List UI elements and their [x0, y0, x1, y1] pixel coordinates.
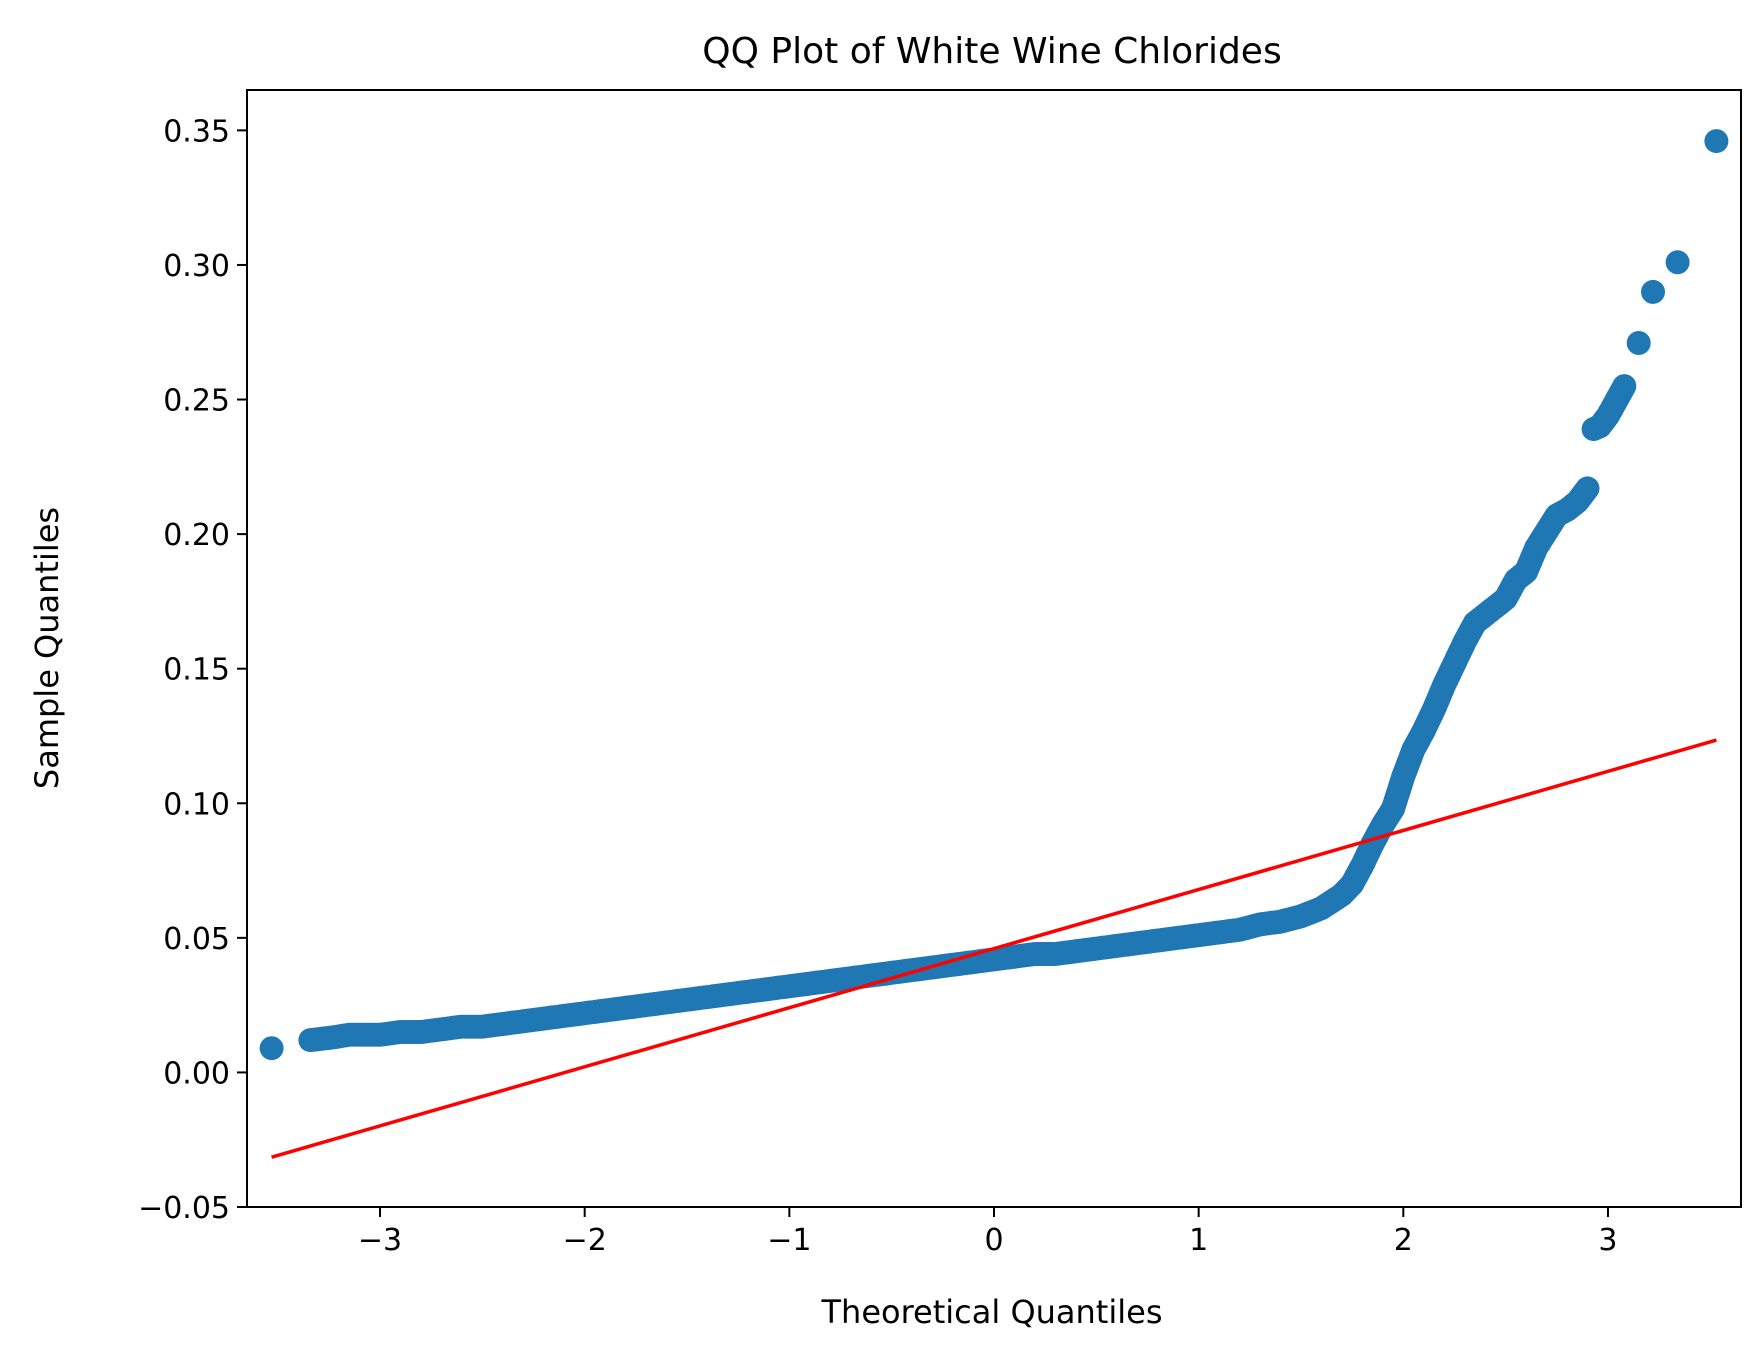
- y-tick-label: 0.20: [163, 518, 230, 553]
- axes-frame: [246, 89, 1742, 1208]
- data-point: [259, 1036, 284, 1061]
- y-tick-label: 0.15: [163, 653, 230, 688]
- x-tick-label: −3: [358, 1223, 402, 1258]
- x-tick-label: 2: [1394, 1223, 1413, 1258]
- y-tick-label: 0.35: [163, 114, 230, 149]
- x-tick-label: −1: [767, 1223, 811, 1258]
- x-tick-label: 0: [984, 1223, 1003, 1258]
- x-tick-label: 1: [1189, 1223, 1208, 1258]
- y-tick-label: −0.05: [138, 1191, 230, 1226]
- data-point: [1626, 331, 1651, 355]
- y-axis: −0.05 0.00 0.05 0.10 0.15 0.20 0.25 0.30 0.35: [138, 114, 247, 1226]
- y-tick-label: 0.10: [163, 787, 230, 822]
- chart-title: QQ Plot of White Wine Chlorides: [702, 31, 1281, 72]
- y-tick-label: 0.05: [163, 922, 230, 957]
- data-point: [1575, 476, 1600, 501]
- x-axis: −3 −2 −1 0 1 2 3: [358, 1207, 1618, 1258]
- x-tick-label: −2: [563, 1223, 607, 1258]
- x-axis-label: Theoretical Quantiles: [821, 1293, 1163, 1331]
- data-point: [1704, 129, 1729, 154]
- data-point: [1641, 279, 1665, 304]
- y-tick-label: 0.00: [163, 1056, 230, 1091]
- data-point: [1612, 374, 1637, 399]
- reference-line: [271, 738, 1717, 1159]
- x-tick-label: 3: [1598, 1223, 1617, 1258]
- y-axis-label: Sample Quantiles: [28, 507, 66, 789]
- data-point: [1665, 250, 1690, 275]
- y-tick-label: 0.30: [163, 249, 230, 284]
- y-tick-label: 0.25: [163, 384, 230, 419]
- plot-area: [246, 89, 1742, 1208]
